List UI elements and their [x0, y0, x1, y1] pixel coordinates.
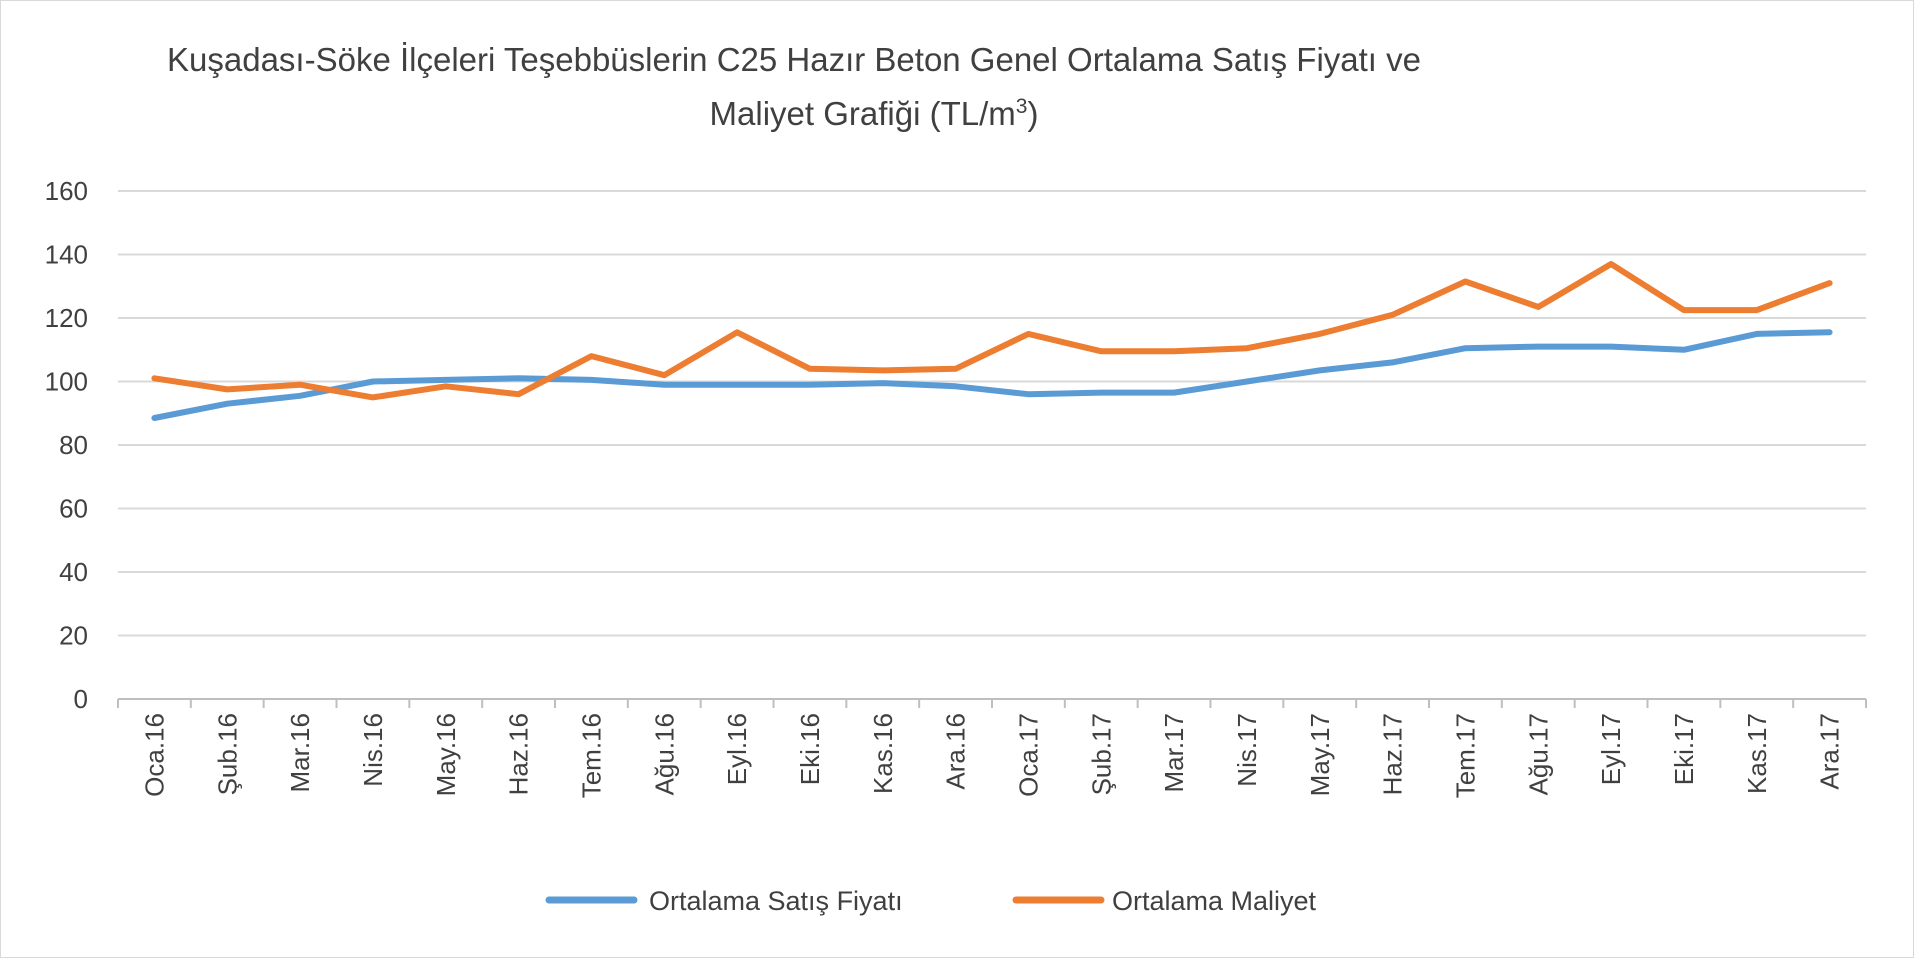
y-tick-label: 20 [59, 621, 88, 651]
chart-title-line2-main: Maliyet Grafiği (TL/m [710, 95, 1016, 132]
x-tick-label: Eki.16 [795, 713, 825, 785]
x-tick-label: Haz.16 [504, 713, 534, 795]
x-tick-label: Şub.16 [212, 713, 242, 795]
y-tick-label: 60 [59, 494, 88, 524]
x-tick-label: Oca.17 [1013, 713, 1043, 797]
legend-label: Ortalama Maliyet [1112, 886, 1317, 916]
x-tick-label: May.16 [431, 713, 461, 796]
x-tick-label: Mar.17 [1159, 713, 1189, 793]
x-tick-label: Nis.17 [1232, 713, 1262, 787]
series-lines [151, 261, 1833, 421]
y-tick-label: 120 [45, 303, 88, 333]
chart-title-superscript: 3 [1016, 95, 1028, 118]
x-tick-label: Eyl.16 [722, 713, 752, 785]
x-tick-label: Mar.16 [285, 713, 315, 793]
y-tick-label: 100 [45, 367, 88, 397]
legend: Ortalama Satış Fiyatı Ortalama Maliyet [545, 886, 1317, 916]
x-tick-label: Ara.16 [941, 713, 971, 790]
x-tick-label: Ağu.16 [649, 713, 679, 795]
x-tick-label: Kas.17 [1742, 713, 1772, 794]
x-tick-label: Eki.17 [1669, 713, 1699, 785]
y-tick-label: 160 [45, 176, 88, 206]
x-tick-label: Tem.17 [1450, 713, 1480, 798]
x-tick-label: Ara.17 [1815, 713, 1845, 790]
y-tick-label: 140 [45, 240, 88, 270]
gridlines [118, 190, 1866, 637]
series-line-2 [151, 261, 1833, 401]
x-tick-label: Kas.16 [868, 713, 898, 794]
x-tick-label: Şub.17 [1086, 713, 1116, 795]
y-tick-label: 0 [74, 684, 88, 714]
x-tick-label: May.17 [1305, 713, 1335, 796]
chart-title-line2-end: ) [1027, 95, 1038, 132]
y-tick-label: 40 [59, 557, 88, 587]
x-tick-label: Eyl.17 [1596, 713, 1626, 785]
series-line-1 [151, 329, 1833, 421]
legend-label: Ortalama Satış Fiyatı [649, 886, 903, 916]
x-tick-label: Oca.16 [139, 713, 169, 797]
x-tick-label: Haz.17 [1378, 713, 1408, 795]
y-tick-label: 80 [59, 430, 88, 460]
axes: 0 20 40 60 80 100 120 140 160 Oca.16 Şub.16 Mar.16 N… [45, 176, 1867, 798]
chart-title-line2: Maliyet Grafiği (TL/m3) [710, 95, 1039, 132]
x-tick-label: Tem.16 [576, 713, 606, 798]
x-tick-label: Ağu.17 [1523, 713, 1553, 795]
x-tick-label: Nis.16 [358, 713, 388, 787]
chart-title-line1: Kuşadası-Söke İlçeleri Teşebbüslerin C25… [167, 41, 1421, 78]
